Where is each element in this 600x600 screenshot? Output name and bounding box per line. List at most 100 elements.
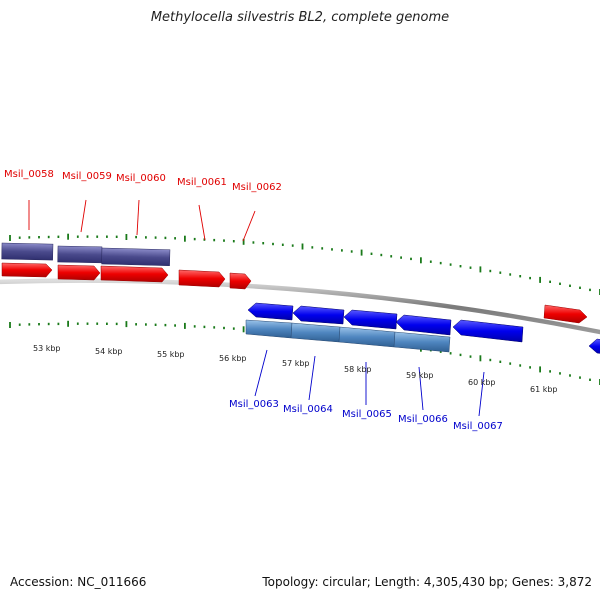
minor-tick	[262, 242, 265, 245]
major-tick	[360, 249, 363, 256]
gene-arrow-msil-0059[interactable]	[57, 264, 101, 281]
minor-tick	[145, 236, 147, 239]
minor-tick	[489, 358, 492, 362]
gene-label[interactable]: Msil_0059	[62, 171, 112, 182]
reverse-gene-track	[247, 302, 600, 354]
minor-tick	[519, 364, 522, 367]
minor-tick	[559, 282, 561, 285]
minor-tick	[57, 235, 60, 238]
minor-tick	[579, 376, 581, 379]
major-tick	[479, 266, 482, 273]
major-tick	[242, 238, 245, 245]
gene-arrow-right-edge-rev[interactable]	[588, 338, 600, 354]
minor-tick	[86, 235, 89, 238]
gene-arrow-msil-0065[interactable]	[343, 309, 398, 330]
minor-tick	[174, 237, 176, 240]
minor-tick	[499, 360, 502, 363]
minor-tick	[203, 238, 206, 241]
gene-arrow-msil-0061[interactable]	[178, 269, 226, 288]
minor-tick	[115, 322, 118, 326]
kbp-label: 56 kbp	[219, 354, 247, 363]
minor-tick	[272, 242, 274, 246]
minor-tick	[174, 324, 176, 327]
major-tick	[184, 322, 186, 329]
genome-stats-text: Topology: circular; Length: 4,305,430 bp…	[262, 575, 592, 589]
minor-tick	[203, 325, 206, 329]
minor-tick	[449, 352, 452, 355]
minor-tick	[193, 325, 196, 328]
kbp-label: 54 kbp	[95, 347, 123, 356]
forward-leader-lines	[28, 199, 256, 242]
major-tick	[125, 234, 128, 240]
minor-tick	[370, 252, 373, 255]
minor-tick	[331, 248, 333, 251]
major-tick	[420, 257, 422, 264]
minor-tick	[549, 370, 551, 373]
gene-label[interactable]: Msil_0066	[398, 414, 448, 425]
domain-bar	[1, 242, 54, 261]
major-tick	[479, 355, 482, 362]
forward-scale-ticks	[9, 233, 600, 295]
gene-label[interactable]: Msil_0064	[283, 404, 333, 415]
major-tick	[539, 276, 541, 283]
minor-tick	[429, 260, 432, 263]
minor-tick	[47, 235, 50, 239]
minor-tick	[311, 246, 314, 249]
minor-tick	[135, 323, 137, 326]
minor-tick	[96, 322, 99, 325]
minor-tick	[321, 247, 324, 250]
minor-tick	[193, 237, 196, 241]
minor-tick	[154, 236, 157, 239]
minor-tick	[28, 236, 31, 239]
gene-arrow-msil-0067[interactable]	[452, 319, 524, 343]
minor-tick	[380, 253, 383, 257]
minor-tick	[569, 284, 571, 287]
minor-tick	[115, 235, 118, 238]
forward-gene-track	[1, 262, 588, 324]
accession-text: Accession: NC_011666	[10, 575, 147, 589]
minor-tick	[589, 288, 591, 292]
minor-tick	[86, 322, 89, 325]
domain-bar	[245, 319, 293, 339]
gene-label[interactable]: Msil_0058	[4, 169, 54, 180]
minor-tick	[252, 241, 255, 244]
gene-arrow-msil-0063[interactable]	[247, 302, 294, 321]
minor-tick	[350, 250, 353, 253]
minor-tick	[509, 362, 512, 365]
gene-arrow-msil-0060[interactable]	[100, 265, 169, 283]
gene-label[interactable]: Msil_0065	[342, 409, 392, 420]
forward-gene-labels: Msil_0058 Msil_0059 Msil_0060 Msil_0061 …	[4, 169, 282, 193]
major-tick	[242, 326, 245, 333]
gene-label[interactable]: Msil_0063	[229, 399, 279, 410]
kbp-label: 57 kbp	[282, 359, 310, 368]
minor-tick	[76, 322, 79, 325]
minor-tick	[341, 249, 343, 252]
minor-tick	[213, 238, 216, 242]
gene-label[interactable]: Msil_0062	[232, 182, 282, 193]
gene-arrow-msil-0058[interactable]	[1, 262, 53, 278]
gene-label[interactable]: Msil_0067	[453, 421, 503, 432]
gene-arrow-msil-0066[interactable]	[395, 314, 452, 336]
domain-bar	[290, 322, 341, 343]
gene-label[interactable]: Msil_0061	[177, 177, 227, 188]
minor-tick	[106, 322, 108, 325]
gene-arrow-right-edge[interactable]	[543, 304, 588, 324]
domain-bar	[338, 326, 396, 348]
minor-tick	[135, 235, 137, 239]
gene-arrow-msil-0064[interactable]	[292, 305, 345, 325]
minor-tick	[569, 374, 571, 377]
minor-tick	[509, 273, 512, 276]
minor-tick	[549, 280, 551, 283]
major-tick	[67, 233, 69, 240]
gene-arrow-msil-0062[interactable]	[229, 272, 252, 290]
minor-tick	[164, 323, 167, 327]
minor-tick	[489, 269, 492, 273]
major-tick	[184, 235, 186, 242]
minor-tick	[154, 323, 157, 326]
kbp-label: 59 kbp	[406, 371, 434, 380]
minor-tick	[96, 235, 99, 238]
minor-tick	[232, 240, 235, 243]
gene-label[interactable]: Msil_0060	[116, 173, 166, 184]
kbp-label: 58 kbp	[344, 365, 372, 374]
